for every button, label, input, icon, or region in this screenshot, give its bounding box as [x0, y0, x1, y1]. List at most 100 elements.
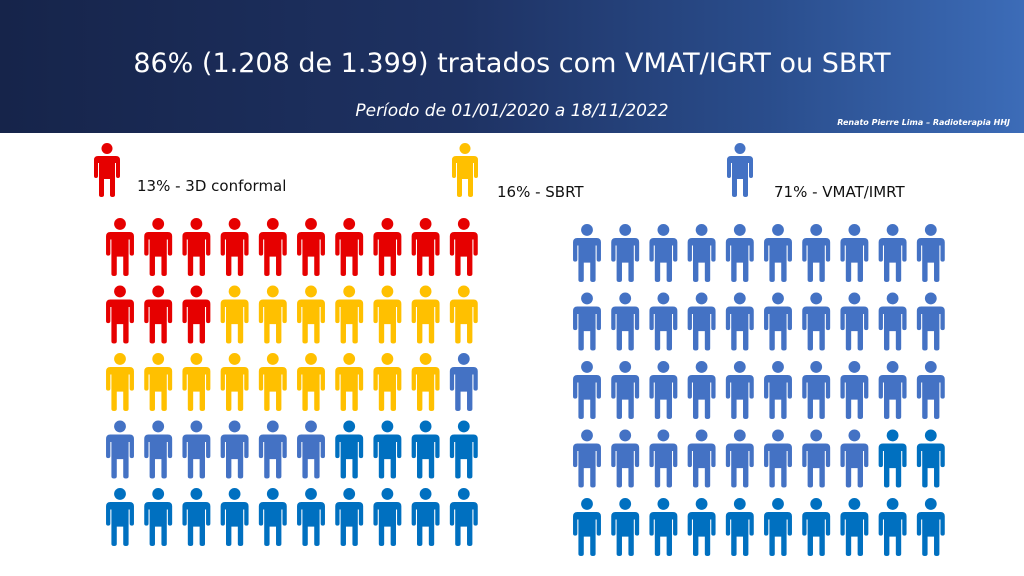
person-icon-vmat_light [916, 292, 945, 351]
person-icon-vmat_light [687, 224, 716, 282]
person-icon-vmat_dark [611, 498, 640, 556]
person-icon-3d [182, 218, 211, 276]
author-credit: Renato Pierre Lima – Radioterapia HHJ [837, 118, 1010, 127]
person-icon-sbrt [220, 353, 249, 411]
person-icon-sbrt [335, 353, 364, 411]
person-icon-vmat_light [687, 292, 716, 351]
person-icon-sbrt [144, 353, 173, 411]
person-icon-vmat_dark [106, 488, 134, 546]
person-icon-vmat_light [840, 429, 869, 488]
person-icon-sbrt [411, 353, 440, 411]
person-icon-vmat_dark [411, 488, 440, 546]
person-icon-vmat_light [649, 429, 678, 488]
person-icon-vmat_light [802, 429, 831, 488]
person-icon-sbrt [411, 285, 440, 344]
person-icon-vmat_dark [878, 429, 907, 488]
person-icon-3d [411, 218, 440, 276]
legend-icon-3d [94, 143, 120, 197]
person-icon-vmat_light [573, 361, 601, 419]
person-icon-vmat_light [802, 292, 831, 351]
person-icon-vmat_dark [687, 498, 716, 556]
person-icon-3d [144, 218, 173, 276]
person-icon-vmat_light [802, 361, 831, 419]
person-icon-vmat_light [573, 292, 601, 351]
person-icon-vmat_dark [182, 488, 211, 546]
person-icon-vmat_dark [649, 498, 678, 556]
person-icon-3d [182, 285, 211, 344]
person-icon-vmat_light [573, 429, 601, 488]
person-icon-vmat_light [611, 361, 640, 419]
person-icon-vmat_dark [449, 488, 478, 546]
person-icon-vmat_light [220, 420, 249, 479]
person-icon-sbrt [297, 285, 325, 344]
person-icon-vmat_dark [725, 498, 754, 556]
person-icon-vmat_dark [297, 488, 325, 546]
person-icon-3d [106, 285, 134, 344]
person-icon-3d [297, 218, 325, 276]
person-icon-vmat_light [764, 361, 792, 419]
person-icon-sbrt [220, 285, 249, 344]
page-subtitle: Período de 01/01/2020 a 18/11/2022 [355, 101, 669, 121]
person-icon-vmat_light [573, 224, 601, 282]
person-icon-vmat_light [840, 361, 869, 419]
person-icon-vmat_light [611, 429, 640, 488]
person-icon-vmat_dark [764, 498, 792, 556]
person-icon-sbrt [106, 353, 134, 411]
person-icon-vmat_light [764, 429, 792, 488]
person-icon-vmat_dark [878, 498, 907, 556]
person-icon-vmat_dark [335, 420, 364, 479]
person-icon-3d [258, 218, 287, 276]
person-icon-vmat_light [687, 429, 716, 488]
person-icon-vmat_light [611, 224, 640, 282]
person-icon-3d [106, 218, 134, 276]
legend-label-sbrt: 16% - SBRT [497, 183, 584, 201]
person-icon-vmat_light [725, 224, 754, 282]
person-icon-vmat_light [878, 292, 907, 351]
person-icon-3d [144, 285, 173, 344]
person-icon-vmat_light [802, 224, 831, 282]
person-icon-sbrt [373, 353, 402, 411]
person-icon-vmat_dark [449, 420, 478, 479]
person-icon-vmat_light [144, 420, 173, 479]
person-icon-vmat_light [258, 420, 287, 479]
person-icon-vmat_light [725, 429, 754, 488]
person-icon-sbrt [258, 353, 287, 411]
person-icon-vmat_light [764, 224, 792, 282]
legend-label-3d: 13% - 3D conformal [137, 177, 287, 195]
person-icon-vmat_dark [144, 488, 173, 546]
person-icon-vmat_light [916, 361, 945, 419]
person-icon-vmat_dark [373, 420, 402, 479]
person-icon-vmat_light [649, 361, 678, 419]
person-icon-sbrt [449, 285, 478, 344]
person-icon-3d [449, 218, 478, 276]
page-title: 86% (1.208 de 1.399) tratados com VMAT/I… [133, 48, 891, 79]
person-icon-vmat_dark [840, 498, 869, 556]
person-icon-vmat_light [764, 292, 792, 351]
person-icon-vmat_dark [373, 488, 402, 546]
person-icon-sbrt [373, 285, 402, 344]
person-icon-vmat_light [182, 420, 211, 479]
person-icon-vmat_light [449, 353, 478, 411]
person-icon-vmat_light [840, 224, 869, 282]
person-icon-vmat_light [687, 361, 716, 419]
person-icon-vmat_light [916, 224, 945, 282]
person-icon-vmat_light [106, 420, 134, 479]
person-icon-vmat_dark [802, 498, 831, 556]
person-icon-vmat_dark [916, 429, 945, 488]
person-icon-vmat_light [878, 224, 907, 282]
legend-label-vmat: 71% - VMAT/IMRT [774, 183, 905, 201]
person-icon-vmat_light [611, 292, 640, 351]
person-icon-sbrt [258, 285, 287, 344]
person-icon-vmat_light [725, 292, 754, 351]
person-icon-vmat_dark [220, 488, 249, 546]
person-icon-3d [373, 218, 402, 276]
person-icon-vmat_dark [916, 498, 945, 556]
person-icon-vmat_dark [258, 488, 287, 546]
person-icon-vmat_light [725, 361, 754, 419]
person-icon-vmat_dark [573, 498, 601, 556]
header-banner: 86% (1.208 de 1.399) tratados com VMAT/I… [0, 0, 1024, 133]
person-icon-3d [220, 218, 249, 276]
person-icon-vmat_light [840, 292, 869, 351]
person-icon-vmat_light [878, 361, 907, 419]
